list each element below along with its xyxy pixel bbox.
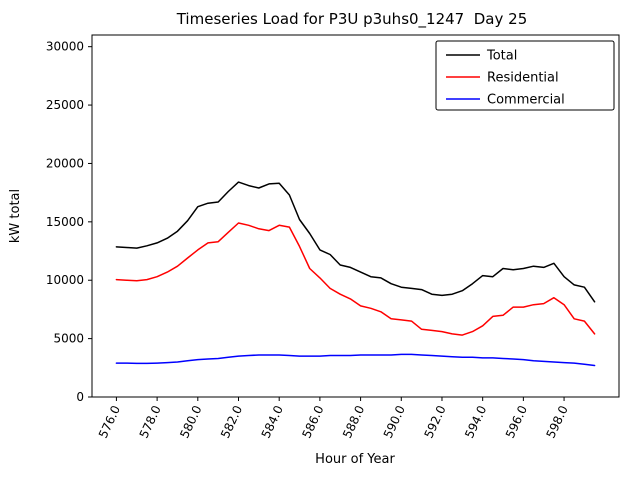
y-tick-label: 0: [76, 390, 84, 404]
x-tick-label: 598.0: [544, 403, 571, 440]
chart-title: Timeseries Load for P3U p3uhs0_1247 Day …: [176, 10, 528, 29]
legend-label-residential: Residential: [487, 71, 559, 86]
x-tick-label: 576.0: [96, 403, 123, 440]
series-line-residential: [115, 222, 596, 336]
y-tick-label: 25000: [46, 98, 84, 112]
x-axis-label: Hour of Year: [315, 452, 395, 467]
x-tick-label: 580.0: [177, 403, 204, 440]
x-tick-label: 584.0: [259, 403, 286, 440]
y-tick-label: 20000: [46, 156, 84, 170]
y-tick-label: 10000: [46, 273, 84, 287]
y-tick-label: 15000: [46, 215, 84, 229]
x-tick-label: 594.0: [462, 403, 489, 440]
y-tick-label: 5000: [53, 332, 84, 346]
series-line-total: [115, 181, 596, 303]
plot-frame: [91, 34, 620, 398]
x-tick-label: 588.0: [340, 403, 367, 440]
x-tick-label: 590.0: [381, 403, 408, 440]
y-axis-label: kW total: [8, 189, 23, 243]
y-tick-label: 30000: [46, 40, 84, 54]
x-tick-label: 578.0: [137, 403, 164, 440]
legend-box: [435, 40, 615, 111]
legend-label-total: Total: [486, 49, 517, 64]
legend-label-commercial: Commercial: [487, 93, 565, 108]
x-tick-label: 592.0: [421, 403, 448, 440]
x-tick-label: 582.0: [218, 403, 245, 440]
series-line-commercial: [115, 353, 596, 367]
x-tick-label: 596.0: [503, 403, 530, 440]
x-tick-label: 586.0: [299, 403, 326, 440]
